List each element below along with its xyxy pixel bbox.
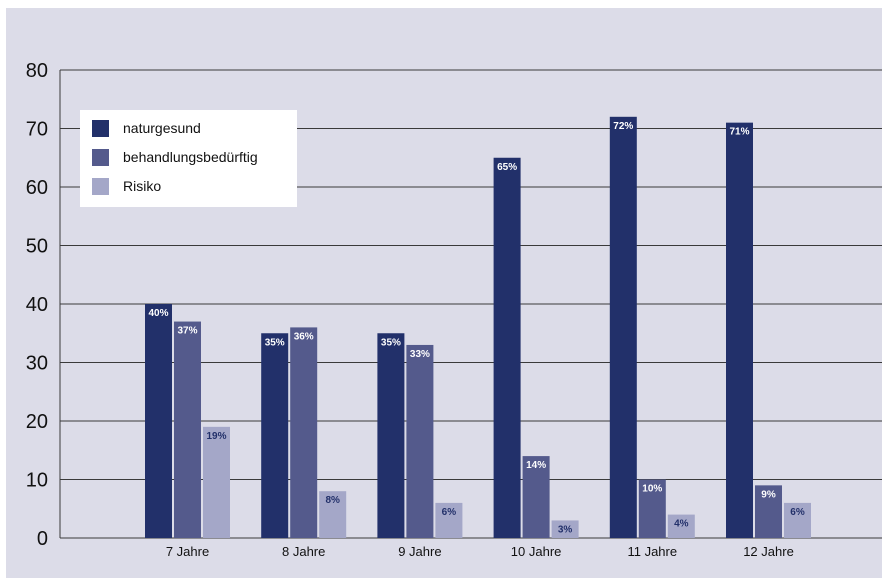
data-label: 10% <box>642 484 662 495</box>
x-tick-label: 11 Jahre <box>627 544 677 559</box>
data-label: 40% <box>148 308 168 319</box>
data-label: 37% <box>177 326 197 337</box>
legend-swatch <box>92 120 109 137</box>
data-label: 3% <box>558 524 573 535</box>
bar <box>609 116 637 539</box>
data-label: 4% <box>674 519 689 530</box>
data-label: 33% <box>410 349 430 360</box>
x-tick-label: 10 Jahre <box>511 544 562 559</box>
data-label: 14% <box>526 460 546 471</box>
bar <box>667 514 695 538</box>
legend-label: behandlungsbedürftig <box>123 149 258 165</box>
bar <box>522 456 550 538</box>
x-tick-label: 9 Jahre <box>398 544 441 559</box>
y-tick-label: 20 <box>26 411 48 433</box>
y-tick-label: 70 <box>26 119 48 141</box>
data-label: 35% <box>381 337 401 348</box>
bar <box>435 502 463 538</box>
x-tick-label: 12 Jahre <box>743 544 794 559</box>
y-tick-label: 40 <box>26 294 48 316</box>
bar <box>261 333 289 538</box>
y-tick-label: 60 <box>26 177 48 199</box>
data-label: 36% <box>294 331 314 342</box>
data-label: 6% <box>790 507 805 518</box>
data-label: 71% <box>729 127 749 138</box>
y-tick-label: 80 <box>26 60 48 82</box>
data-label: 19% <box>206 431 226 442</box>
x-tick-label: 8 Jahre <box>282 544 325 559</box>
bar <box>784 502 811 538</box>
legend-swatch <box>92 178 109 195</box>
bar <box>203 426 230 538</box>
bar <box>377 333 405 538</box>
legend: naturgesund behandlungsbedürftig Risiko <box>80 110 297 207</box>
data-label: 35% <box>265 337 285 348</box>
data-label: 72% <box>613 121 633 132</box>
data-label: 8% <box>325 495 340 506</box>
data-label: 6% <box>442 507 457 518</box>
data-label: 65% <box>497 162 517 173</box>
y-tick-label: 30 <box>26 353 48 375</box>
y-tick-label: 10 <box>26 470 48 492</box>
x-axis: 7 Jahre 8 Jahre 9 Jahre 10 Jahre 11 Jahre 12 … <box>166 544 794 559</box>
legend-label: naturgesund <box>123 120 201 136</box>
y-tick-label: 0 <box>37 528 48 550</box>
bar <box>174 321 201 538</box>
legend-label: Risiko <box>123 178 161 194</box>
legend-box <box>80 110 297 207</box>
bar <box>638 479 666 538</box>
legend-swatch <box>92 149 109 166</box>
bar <box>319 491 347 538</box>
x-tick-label: 7 Jahre <box>166 544 209 559</box>
bar <box>406 344 434 538</box>
bars: 40% 37% 19% 35% 36% 8% 35% 33% 6% 65% 14% 3% 72% 10% 4… <box>145 116 811 539</box>
bar <box>551 520 579 538</box>
bar <box>755 485 782 538</box>
bar <box>493 157 521 538</box>
y-axis: 0 10 20 30 40 50 60 70 80 <box>26 60 61 550</box>
y-tick-label: 50 <box>26 236 48 258</box>
bar <box>726 122 753 539</box>
data-label: 9% <box>761 489 776 500</box>
bar <box>145 304 172 538</box>
bar <box>290 327 318 538</box>
